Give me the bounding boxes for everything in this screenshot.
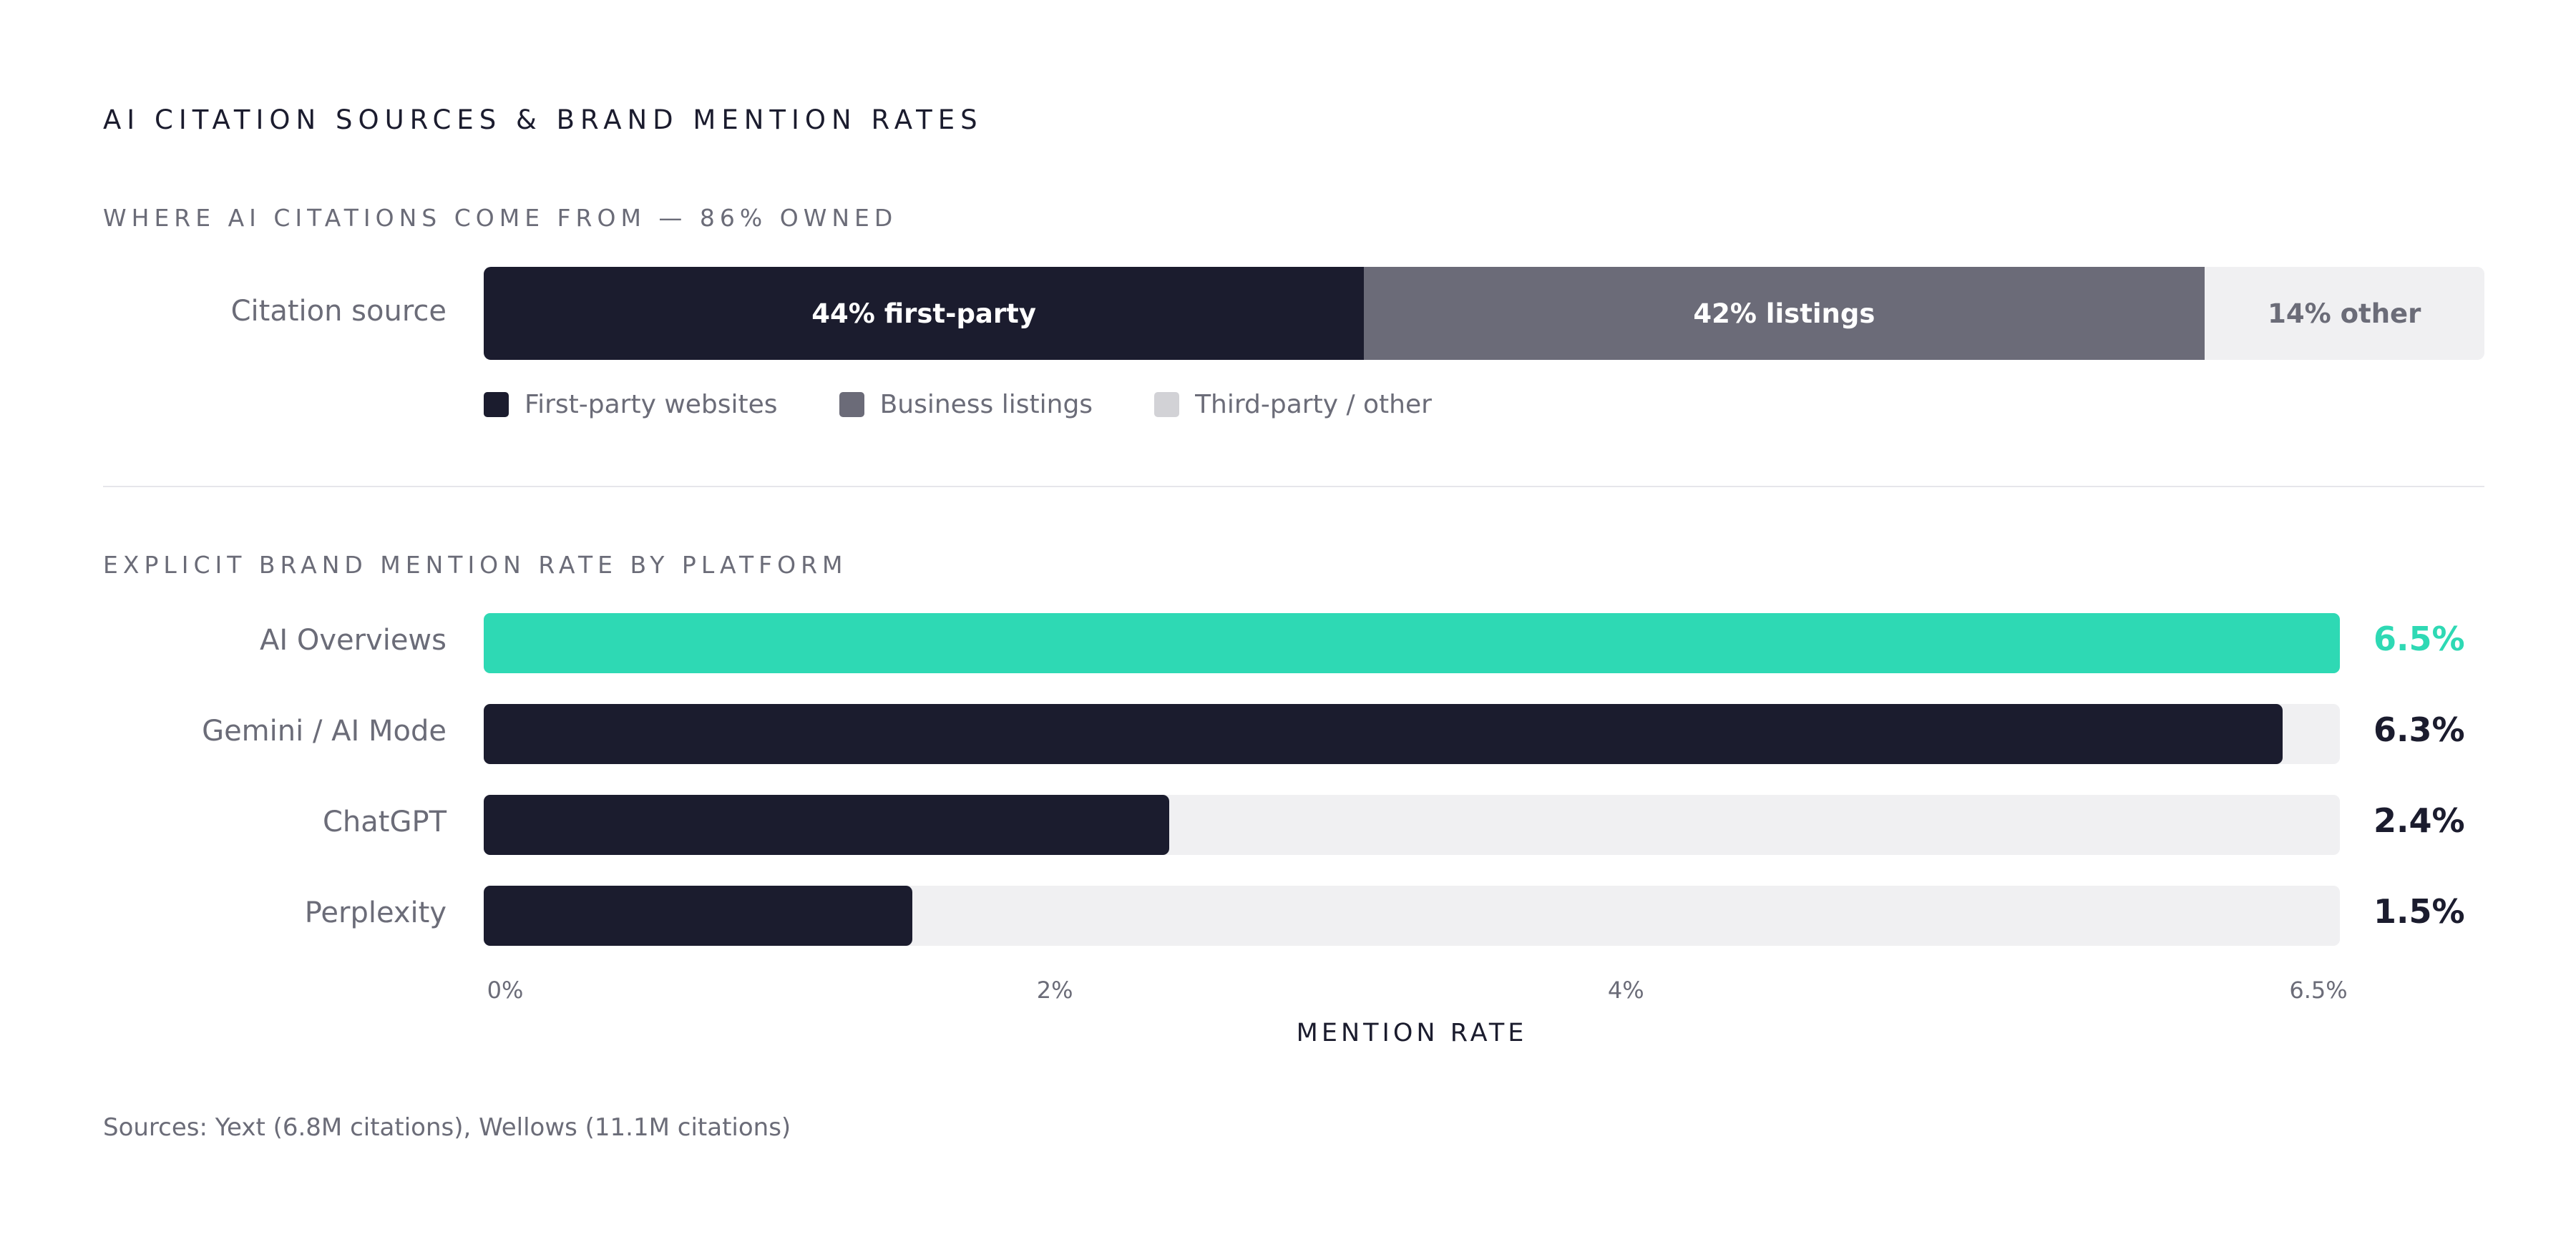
chart-title: AI CITATION SOURCES & BRAND MENTION RATE… [103,104,983,135]
bar-track [484,886,2340,946]
x-tick-label: 2% [1036,977,1073,1004]
bar-track [484,795,2340,855]
citation-legend: First-party websites Business listings Thi… [484,390,1493,419]
bar-label: Perplexity [304,896,447,929]
bar [484,704,2283,764]
citation-segment-3: 14% other [2204,267,2484,360]
bar-label: Gemini / AI Mode [202,715,447,748]
legend-label: First-party websites [525,390,778,419]
legend-item: Business listings [839,390,1093,419]
bar-label: AI Overviews [259,624,447,657]
x-tick-label: 0% [487,977,524,1004]
bar-value-label: 2.4% [2373,801,2465,840]
citation-stacked-bar: 44% first-party 42% listings 14% other [484,267,2484,360]
citation-segment-2: 42% listings [1364,267,2205,360]
x-tick-label: 4% [1607,977,1644,1004]
citation-section-title: WHERE AI CITATIONS COME FROM — 86% OWNED [103,204,898,232]
bar-track [484,613,2340,673]
bar [484,613,2340,673]
citation-row-label: Citation source [230,295,447,328]
x-tick-label: 6.5% [2289,977,2348,1004]
bar [484,886,912,946]
bar-label: ChatGPT [322,806,447,838]
legend-item: First-party websites [484,390,778,419]
legend-swatch [484,392,509,417]
bar-value-label: 6.5% [2373,620,2465,658]
x-axis-title: MENTION RATE [1296,1019,1528,1047]
source-note: Sources: Yext (6.8M citations), Wellows … [103,1113,791,1142]
section-divider [103,486,2484,487]
bar-value-label: 1.5% [2373,892,2465,931]
legend-swatch [1154,392,1180,417]
citation-segment-1: 44% first-party [484,267,1365,360]
bar [484,795,1169,855]
legend-label: Third-party / other [1195,390,1432,419]
legend-label: Business listings [879,390,1093,419]
legend-item: Third-party / other [1154,390,1432,419]
bar-value-label: 6.3% [2373,710,2465,749]
bar-track [484,704,2340,764]
legend-swatch [839,392,864,417]
mention-section-title: EXPLICIT BRAND MENTION RATE BY PLATFORM [103,551,848,579]
